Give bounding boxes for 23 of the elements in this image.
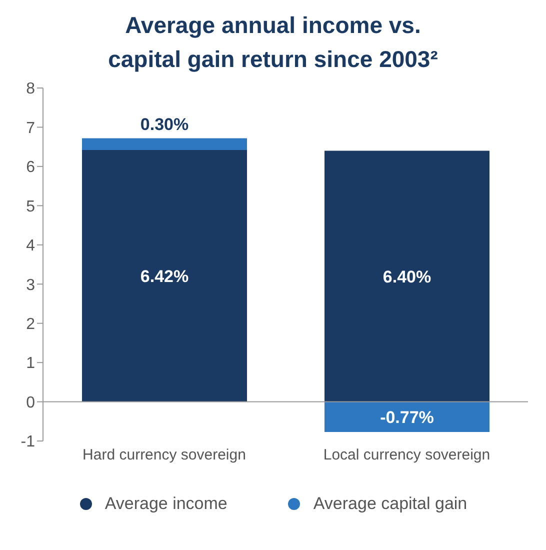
- data-label: -0.77%: [380, 408, 434, 427]
- data-label: 6.42%: [140, 266, 189, 286]
- y-tick-label: 7: [26, 120, 36, 137]
- y-tick-label: 2: [26, 316, 36, 334]
- y-tick-label: 4: [26, 238, 36, 255]
- bar: [82, 150, 247, 402]
- y-tick-label: 5: [26, 198, 36, 216]
- y-tick-label: 6: [26, 159, 36, 176]
- y-tick-label: 3: [26, 276, 36, 294]
- x-tick-label: Hard currency sovereign: [82, 446, 246, 464]
- bar: [324, 402, 490, 432]
- data-label: 6.40%: [382, 267, 432, 286]
- legend-label: Average capital gain: [313, 494, 468, 514]
- y-tick-label: 1: [26, 355, 36, 372]
- chart-title: Average annual income vs. capital gain return since 2003²: [107, 11, 439, 74]
- y-tick-label: 8: [26, 80, 36, 98]
- legend-label: Average income: [104, 494, 228, 514]
- bar: [324, 150, 490, 402]
- y-tick-label: -1: [20, 434, 36, 451]
- bar: [82, 138, 247, 150]
- data-label: 0.30%: [140, 115, 189, 134]
- y-tick-label: 0: [26, 394, 36, 412]
- x-tick-label: Local currency sovereign: [323, 446, 490, 464]
